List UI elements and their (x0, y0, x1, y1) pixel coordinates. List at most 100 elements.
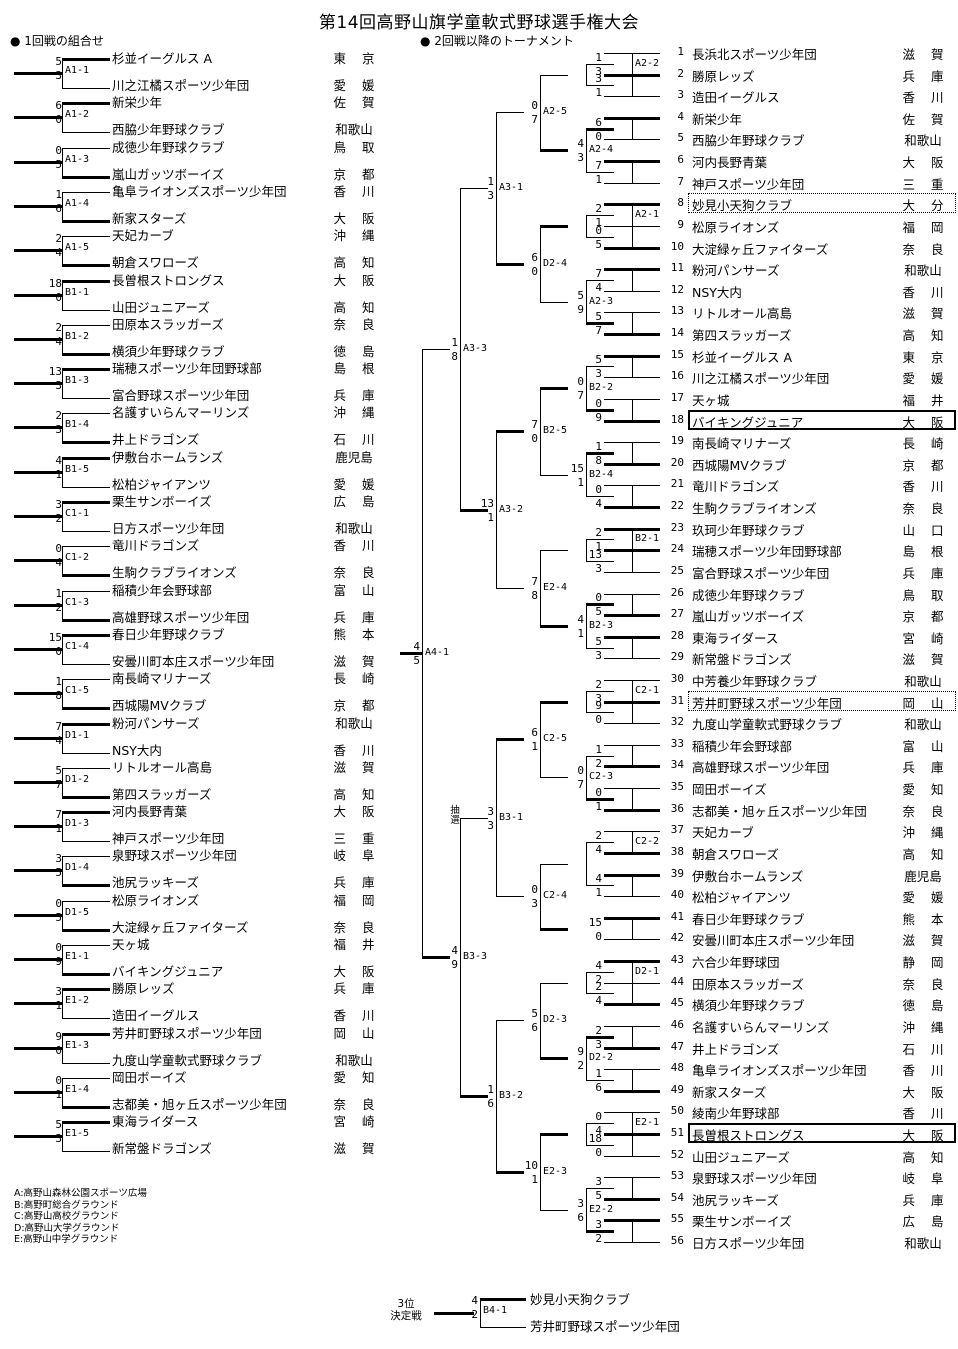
team-prefecture: 愛 媛 (902, 890, 950, 906)
match-hline-bottom (62, 663, 110, 665)
A4-1-score-top: 4 (413, 639, 420, 653)
seed-row: 23 玖珂少年野球クラブ 山 口 (400, 520, 958, 542)
seed-line (632, 1003, 660, 1007)
match-vline (62, 634, 63, 664)
match-code: A1-3 (64, 153, 91, 165)
match-code: B2-2 (588, 382, 615, 394)
bracket-vline (632, 550, 633, 572)
match-score-bottom: 2 (55, 512, 62, 525)
seed-row: 55 栗生サンボーイズ 広 島 (400, 1211, 958, 1233)
match-code: A1-4 (64, 197, 91, 209)
seed-number: 42 (670, 931, 684, 945)
round1-match: C1-3 1 2 稲積少年会野球部 高雄野球スポーツ少年団 富 山兵 庫 (0, 582, 400, 636)
seed-line (632, 808, 660, 812)
round1-match: C1-1 3 2 栗生サンボーイズ 日方スポーツ少年団 広 島和歌山 (0, 493, 400, 547)
r2-score-bottom: 5 (595, 1189, 602, 1203)
seed-number: 15 (670, 347, 684, 361)
team-name: 粉河パンサーズ (692, 263, 780, 279)
seed-number: 49 (670, 1082, 684, 1096)
team-prefecture: 長 崎 (902, 436, 950, 452)
bracket-hline (496, 112, 524, 114)
bracket-vline (586, 971, 587, 994)
r2-score-bottom: 4 (595, 843, 602, 857)
match-score-bottom: 6 (55, 201, 62, 215)
seed-line (632, 593, 660, 595)
match-score-top: 6 (55, 99, 62, 113)
seed-number: 36 (670, 801, 684, 815)
seed-row: 33 稲積少年会野球部 富 山 (400, 736, 958, 758)
team-name: 長浜北スポーツ少年団 (692, 47, 817, 62)
match-score-top: 7 (55, 808, 62, 822)
bracket-vline (632, 485, 633, 507)
bracket-hline (586, 1079, 614, 1081)
third-place-vline (480, 1299, 481, 1328)
bracket-vline (632, 1177, 633, 1199)
team-name: 河内長野青葉 (112, 804, 188, 820)
bracket-vline (586, 128, 587, 172)
bracket-vline (586, 604, 587, 648)
team-prefecture: 香 川 (333, 742, 381, 758)
bracket-hline (540, 1209, 568, 1211)
team-name: 川之江橘スポーツ少年団 (692, 371, 830, 387)
B3-3-score-bottom: 9 (451, 957, 458, 971)
bracket-hline (540, 1133, 568, 1136)
A2-5-score-top: 0 (531, 99, 538, 113)
seed-row: 13 リトルオール高島 滋 賀 (400, 303, 958, 325)
seed-number: 24 (670, 542, 684, 556)
seed-row: 9 松原ライオンズ 福 岡 (400, 217, 958, 239)
match-score-bottom: 2 (55, 600, 62, 614)
seed-number: 16 (670, 369, 684, 383)
E2-3-score-top: 10 (524, 1158, 538, 1172)
team-name: 泉野球スポーツ少年団 (112, 848, 237, 864)
match-code: E1-1 (64, 951, 91, 962)
seed-line (632, 571, 660, 573)
bracket-hline (586, 127, 614, 131)
team-prefecture: 大 阪 (333, 272, 381, 288)
seed-row: 31 芳井町野球スポーツ少年団 岡 山 (400, 690, 958, 715)
bracket-hline (460, 817, 488, 819)
bracket-hline (604, 139, 632, 141)
bracket-vline (586, 366, 587, 410)
team-name: 芳井町野球スポーツ少年団 (112, 1025, 262, 1041)
r2-score-top: 2 (595, 829, 602, 843)
B3-1-score-bottom: 3 (487, 818, 494, 832)
bracket-hline (604, 462, 632, 466)
team-name: 西城陽MVクラブ (112, 698, 207, 714)
bracket-hline (586, 755, 614, 757)
match-vline (62, 413, 63, 443)
team-prefecture: 岡 山 (333, 1025, 381, 1041)
round1-match: D1-2 5 7 リトルオール高島 第四スラッガーズ 滋 賀高 知 (0, 759, 400, 813)
team-name: バイキングジュニア (112, 964, 224, 979)
team-name: 名護すいらんマーリンズ (692, 1019, 830, 1035)
match-code: A2-4 (588, 144, 615, 156)
team-prefecture: 和歌山 (335, 122, 373, 138)
match-code: C1-1 (64, 508, 91, 519)
team-prefecture: 島 根 (902, 544, 950, 560)
match-score-top: 9 (55, 1029, 62, 1043)
bracket-vline (586, 539, 587, 562)
seed-row: 3 造田イーグルス 香 川 (400, 87, 958, 109)
team-name: 亀阜ライオンズスポーツ少年団 (692, 1063, 867, 1079)
match-score-top: 1 (55, 187, 62, 201)
match-stem (14, 825, 62, 829)
seed-line (632, 1177, 660, 1179)
seed-row: 26 成徳少年野球クラブ 鳥 取 (400, 585, 958, 607)
r2-score-top: 7 (595, 158, 602, 172)
bracket-vline (632, 1069, 633, 1091)
bracket-vline (540, 225, 541, 302)
team-prefecture: 長 崎 (333, 671, 381, 687)
team-name: 天ヶ城 (692, 392, 730, 408)
bracket-vline (632, 204, 633, 226)
team-prefecture: 大 阪 (333, 964, 381, 979)
seed-number: 54 (670, 1190, 684, 1204)
bracket-hline (540, 149, 568, 153)
team-prefecture: 愛 媛 (902, 371, 950, 387)
team-prefecture: 香 川 (902, 1106, 950, 1122)
team-prefecture: 滋 賀 (902, 933, 950, 949)
bracket-vline (540, 388, 541, 475)
round1-match: E1-5 5 3 東海ライダース 新常盤ドラゴンズ 宮 崎滋 賀 (0, 1113, 400, 1167)
team-name: 安曇川町本庄スポーツ少年団 (692, 933, 855, 949)
team-prefecture: 高 知 (333, 786, 381, 802)
r2-score-top: 3 (595, 1218, 602, 1232)
seed-number: 33 (670, 736, 684, 750)
